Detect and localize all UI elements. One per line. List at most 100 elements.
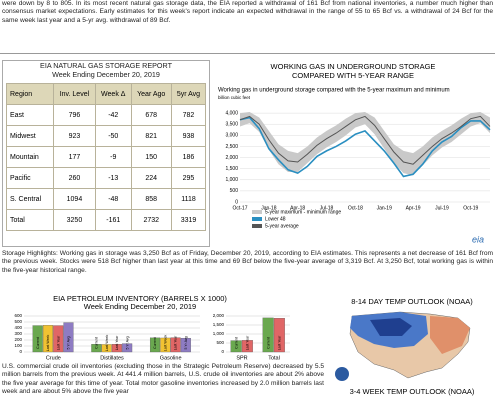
table-cell: 5yr Avg (170, 83, 207, 105)
chart-subtitle: COMPARED WITH 5-YEAR RANGE (292, 71, 414, 80)
bar (101, 344, 112, 353)
line-chart: WORKING GAS IN UNDERGROUND STORAGECOMPAR… (218, 62, 491, 244)
bar (53, 325, 64, 353)
bar (91, 344, 102, 353)
bar (63, 322, 74, 353)
table-cell: 3319 (170, 209, 207, 231)
x-tick-label: Jul-19 (435, 205, 449, 211)
x-tick-label: Jul-18 (320, 205, 334, 211)
chart-subtitle: Week Ending December 20, 2019 (84, 302, 196, 311)
y-tick-label: 1,500 (213, 322, 225, 327)
y-tick-label: 500 (230, 188, 239, 194)
bar (170, 337, 181, 353)
x-tick-label: Gasoline (160, 355, 182, 361)
chart-caption: Working gas in underground storage compa… (218, 88, 450, 94)
y-tick-label: 500 (14, 319, 22, 324)
cold-core (370, 318, 412, 336)
table-cell: 224 (130, 167, 172, 189)
bar (122, 343, 133, 353)
bar-label: Current (36, 337, 40, 349)
bar-label: Last Week (46, 335, 50, 352)
bar-label: Last Week (163, 335, 167, 352)
table-cell: Pacific (6, 167, 54, 189)
table-cell: Midwest (6, 125, 54, 147)
warm-region (430, 316, 470, 354)
y-tick-label: 4,000 (225, 110, 238, 116)
y-tick-label: 0 (221, 349, 224, 354)
y-tick-label: 0 (235, 199, 238, 205)
table-row: Midwest 923 -50 821 938 (6, 125, 207, 147)
y-tick-label: 400 (14, 325, 22, 330)
table-cell: 821 (130, 125, 172, 147)
intro: were down by 8 to 805. In its most recen… (2, 0, 493, 50)
table-cell: 186 (170, 146, 207, 168)
legend-label: 5-year average (265, 223, 299, 229)
bar-label: Last Year (246, 335, 250, 350)
map-title: 8-14 DAY TEMP OUTLOOK (NOAA) (351, 297, 473, 306)
legend-swatch (252, 224, 262, 228)
bar-label: Last Year (56, 335, 60, 350)
bar (160, 337, 171, 353)
table-cell: 2732 (130, 209, 172, 231)
table-title: EIA NATURAL GAS STORAGE REPORT (40, 61, 172, 70)
bar-label: Last Year (278, 335, 282, 350)
table-cell: -9 (94, 146, 132, 168)
bar (180, 337, 191, 353)
storage-table: Region Inv. Level Week Δ Year Ago 5yr Avg Eas… (6, 83, 207, 231)
table-cell: 678 (130, 104, 172, 126)
bar (273, 318, 285, 353)
x-tick-label: Apr-19 (406, 205, 421, 211)
y-tick-label: 1,000 (225, 177, 238, 183)
table-cell: -42 (94, 104, 132, 126)
x-tick-label: Jan-19 (377, 205, 393, 211)
bar-label: Current (266, 337, 270, 349)
table-cell: Week Δ (94, 83, 132, 105)
y-tick-label: 0 (19, 349, 22, 354)
bar-label: Current (234, 337, 238, 349)
table-cell: 295 (170, 167, 207, 189)
table-cell: 260 (52, 167, 96, 189)
bar (111, 344, 122, 353)
chart-title: WORKING GAS IN UNDERGROUND STORAGE (271, 62, 436, 71)
table-cell: -161 (94, 209, 132, 231)
y-tick-label: 200 (14, 337, 22, 342)
table-row: Pacific 260 -13 224 295 (6, 167, 207, 189)
table-cell: -50 (94, 125, 132, 147)
y-tick-label: 600 (14, 313, 22, 318)
table-cell: 858 (130, 188, 172, 210)
y-tick-label: 3,500 (225, 122, 238, 128)
table-cell: 782 (170, 104, 207, 126)
table-cell: Year Ago (130, 83, 172, 105)
table-cell: Inv. Level (52, 83, 96, 105)
bar (42, 325, 53, 353)
y-tick-label: 1,500 (225, 166, 238, 172)
y-tick-label: 300 (14, 331, 22, 336)
y-axis-label: billion cubic feet (218, 95, 251, 100)
table-cell: 177 (52, 146, 96, 168)
chart-title: EIA PETROLEUM INVENTORY (BARRELS X 1000) (53, 294, 227, 303)
bar-label: Last Year (174, 335, 178, 350)
bar-chart: EIA PETROLEUM INVENTORY (BARRELS X 1000)… (14, 294, 290, 361)
bar-label: Last Week (105, 335, 109, 352)
map-title: 3-4 WEEK TEMP OUTLOOK (NOAA) (350, 387, 475, 396)
bar-label: 5 Yr Avg (184, 336, 188, 349)
x-tick-label: Distillates (100, 355, 124, 361)
table-row: Mountain 177 -9 150 186 (6, 146, 207, 168)
x-tick-label: Jan-18 (261, 205, 277, 211)
table-cell: 3250 (52, 209, 96, 231)
y-tick-label: 1,000 (213, 331, 225, 336)
noaa-logo (335, 367, 349, 381)
bar (149, 337, 161, 353)
y-tick-label: 100 (14, 343, 22, 348)
legend-swatch (252, 217, 262, 221)
table-cell: 923 (52, 125, 96, 147)
bar-label: 5 Yr Avg (125, 336, 129, 349)
x-tick-label: SPR (236, 355, 247, 361)
table-cell: Mountain (6, 146, 54, 168)
range-area (240, 112, 490, 176)
legend-label: Lower 48 (265, 216, 286, 222)
table-cell: 150 (130, 146, 172, 168)
table-cell: 796 (52, 104, 96, 126)
y-tick-label: 2,000 (213, 313, 225, 318)
legend-swatch (252, 210, 262, 214)
